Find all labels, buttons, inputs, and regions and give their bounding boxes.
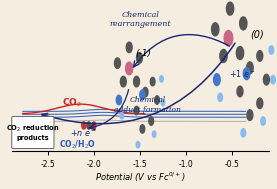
- Circle shape: [243, 68, 250, 80]
- Circle shape: [218, 93, 222, 101]
- Circle shape: [82, 122, 86, 129]
- FancyBboxPatch shape: [12, 116, 54, 149]
- Circle shape: [227, 2, 234, 15]
- Circle shape: [224, 30, 233, 46]
- Circle shape: [237, 86, 243, 97]
- Text: (-1): (-1): [135, 50, 151, 58]
- Circle shape: [150, 77, 155, 86]
- Circle shape: [155, 96, 160, 104]
- Text: CO$_2$/H$_2$O: CO$_2$/H$_2$O: [60, 139, 96, 151]
- Circle shape: [137, 53, 142, 63]
- Text: CO$_2$ reduction
products: CO$_2$ reduction products: [6, 124, 60, 141]
- Circle shape: [126, 42, 132, 53]
- Circle shape: [241, 129, 246, 137]
- Circle shape: [87, 122, 91, 129]
- Circle shape: [134, 106, 139, 115]
- Circle shape: [92, 122, 96, 129]
- Circle shape: [263, 74, 269, 85]
- X-axis label: Potential ($V$ vs $Fc^{0/+}$): Potential ($V$ vs $Fc^{0/+}$): [95, 170, 186, 184]
- Circle shape: [212, 23, 219, 36]
- Circle shape: [114, 58, 120, 68]
- Circle shape: [257, 51, 263, 61]
- Text: (0): (0): [251, 29, 265, 39]
- Circle shape: [116, 95, 122, 105]
- Circle shape: [247, 110, 253, 120]
- Circle shape: [136, 142, 140, 148]
- Circle shape: [140, 125, 145, 133]
- Circle shape: [261, 117, 265, 125]
- Circle shape: [120, 113, 124, 119]
- Circle shape: [240, 17, 247, 30]
- Circle shape: [149, 117, 153, 125]
- Circle shape: [236, 46, 244, 60]
- Circle shape: [161, 99, 165, 106]
- Circle shape: [220, 50, 227, 62]
- Text: CO$_2$: CO$_2$: [62, 96, 82, 109]
- Circle shape: [134, 76, 139, 87]
- Circle shape: [140, 90, 145, 99]
- Circle shape: [257, 98, 263, 109]
- Text: Chemical
rearrangement: Chemical rearrangement: [109, 11, 171, 28]
- Text: $+n\ e^-$: $+n\ e^-$: [70, 128, 96, 138]
- Circle shape: [126, 62, 133, 75]
- Circle shape: [214, 74, 220, 86]
- Circle shape: [247, 62, 253, 74]
- Circle shape: [160, 76, 163, 82]
- Circle shape: [143, 87, 148, 97]
- Text: $+1\ e^-$: $+1\ e^-$: [229, 68, 257, 79]
- Circle shape: [152, 131, 156, 137]
- Circle shape: [271, 75, 275, 84]
- Circle shape: [269, 46, 274, 54]
- Circle shape: [120, 76, 126, 87]
- Text: Chemical
adduct formation: Chemical adduct formation: [114, 96, 181, 114]
